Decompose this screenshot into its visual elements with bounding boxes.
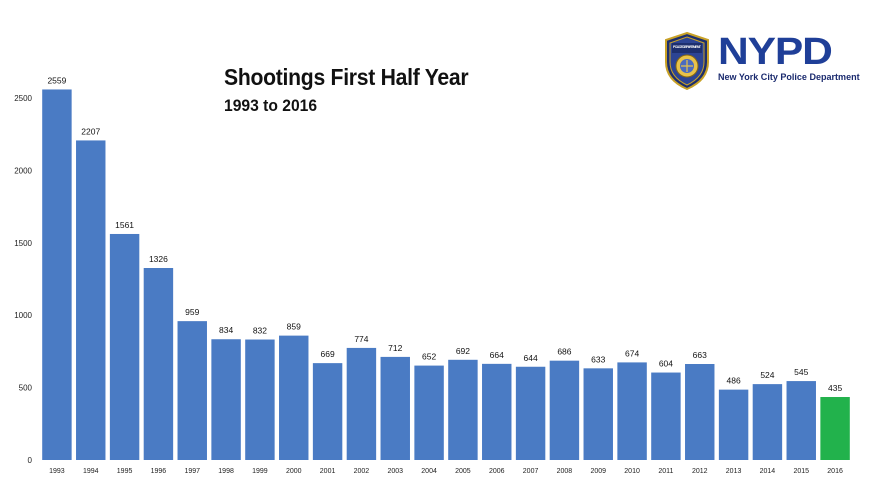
y-tick-label: 2500	[14, 94, 32, 103]
nypd-badge-icon: POLICE DEPARTMENT	[665, 32, 709, 90]
x-tick-label-2009: 2009	[590, 468, 606, 475]
data-label-2011: 604	[659, 359, 673, 369]
bar-2000	[279, 335, 309, 460]
y-axis: 0 500 1000 1500 2000 2500	[14, 94, 32, 465]
bar-1998	[211, 339, 241, 460]
bar-2011	[651, 372, 681, 460]
chart-title: Shootings First Half Year	[224, 64, 469, 90]
data-label-2013: 486	[726, 376, 740, 386]
data-label-1996: 1326	[149, 254, 168, 264]
data-label-1993: 2559	[47, 75, 66, 85]
bar-1993	[42, 89, 72, 461]
data-label-2016: 435	[828, 383, 842, 393]
logo-subtitle: New York City Police Department	[718, 72, 860, 83]
y-tick-label: 1500	[14, 239, 32, 248]
data-label-2004: 652	[422, 352, 436, 362]
bar-2014	[752, 384, 783, 460]
bar-1996	[143, 268, 174, 460]
data-label-2015: 545	[794, 367, 808, 377]
data-label-2006: 664	[490, 350, 504, 360]
data-label-2012: 663	[693, 350, 707, 360]
bar-2016	[820, 397, 850, 460]
bar-2001	[312, 363, 343, 460]
bar-2015	[786, 381, 816, 460]
bar-2009	[583, 368, 613, 460]
bar-2002	[346, 347, 377, 460]
bar-2006	[482, 363, 512, 460]
data-label-2010: 674	[625, 348, 639, 358]
data-label-2009: 633	[591, 354, 605, 364]
data-label-2014: 524	[760, 370, 774, 380]
x-tick-label-1999: 1999	[252, 468, 268, 475]
bar-1994	[76, 140, 106, 460]
data-label-2000: 859	[287, 322, 301, 332]
data-label-2002: 774	[354, 334, 368, 344]
data-label-2008: 686	[557, 347, 571, 357]
x-tick-label-2010: 2010	[624, 468, 640, 475]
x-tick-label-2011: 2011	[658, 468, 673, 475]
x-axis: 1993 1994 1995 1996 1997 1998 1999 2000 2001 2002…	[49, 468, 843, 475]
bar-2003	[380, 356, 410, 460]
bar-1999	[245, 339, 275, 460]
x-tick-label-2014: 2014	[760, 468, 776, 475]
x-tick-label-2000: 2000	[286, 468, 302, 475]
data-label-2003: 712	[388, 343, 402, 353]
x-tick-label-2012: 2012	[692, 468, 708, 475]
x-tick-label-2004: 2004	[421, 468, 437, 475]
x-tick-label-1996: 1996	[151, 468, 167, 475]
x-tick-label-2016: 2016	[827, 468, 843, 475]
x-tick-label-1998: 1998	[218, 468, 234, 475]
bar-2013	[718, 389, 749, 460]
badge-text: POLICE DEPARTMENT	[673, 45, 702, 49]
y-tick-label: 2000	[14, 166, 32, 175]
bar-2010	[617, 362, 647, 460]
nypd-logo: POLICE DEPARTMENT NYPD New York City Pol…	[662, 31, 860, 92]
bar-1997	[177, 321, 207, 460]
y-tick-label: 500	[19, 384, 33, 393]
data-label-1998: 834	[219, 325, 233, 335]
bar-2005	[448, 359, 478, 460]
data-label-1995: 1561	[115, 220, 134, 230]
x-tick-label-2008: 2008	[557, 468, 573, 475]
logo-wordmark: NYPD	[718, 31, 833, 73]
bars	[42, 89, 850, 461]
x-tick-label-2015: 2015	[793, 468, 809, 475]
y-tick-label: 0	[28, 456, 33, 465]
y-tick-label: 1000	[14, 311, 32, 320]
bar-2007	[515, 366, 546, 460]
x-tick-label-1997: 1997	[184, 468, 200, 475]
x-tick-label-1995: 1995	[117, 468, 133, 475]
x-tick-label-2003: 2003	[387, 468, 403, 475]
bar-2012	[685, 364, 715, 460]
x-tick-label-2006: 2006	[489, 468, 505, 475]
data-label-2001: 669	[320, 349, 334, 359]
x-tick-label-2013: 2013	[726, 468, 742, 475]
bar-1995	[109, 233, 140, 460]
x-tick-label-2007: 2007	[523, 468, 539, 475]
x-tick-label-2005: 2005	[455, 468, 471, 475]
data-label-2007: 644	[523, 353, 537, 363]
data-label-1997: 959	[185, 307, 199, 317]
data-label-2005: 692	[456, 346, 470, 356]
x-tick-label-2001: 2001	[320, 468, 336, 475]
bar-2004	[414, 365, 444, 460]
bar-2008	[549, 360, 580, 460]
x-tick-label-1993: 1993	[49, 468, 65, 475]
data-labels: 2559 2207 1561 1326 959 834 832 859 669 774 712 652…	[47, 75, 842, 393]
data-label-1994: 2207	[81, 126, 100, 136]
x-tick-label-1994: 1994	[83, 468, 99, 475]
chart-subtitle: 1993 to 2016	[224, 96, 318, 115]
data-label-1999: 832	[253, 326, 267, 336]
x-tick-label-2002: 2002	[354, 468, 370, 475]
